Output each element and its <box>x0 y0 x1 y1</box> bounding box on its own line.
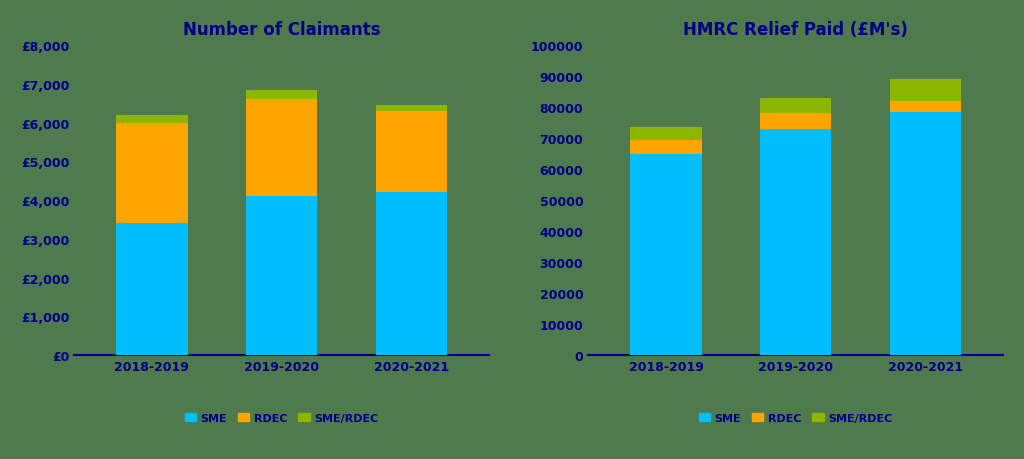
Bar <box>376 112 446 193</box>
Bar <box>246 100 317 197</box>
Title: Number of Claimants: Number of Claimants <box>183 21 380 39</box>
Bar <box>890 112 961 355</box>
Bar <box>376 193 446 355</box>
Bar <box>116 116 187 123</box>
Bar <box>246 90 317 100</box>
Legend: SME, RDEC, SME/RDEC: SME, RDEC, SME/RDEC <box>694 409 897 427</box>
Bar <box>760 99 831 114</box>
Bar <box>890 80 961 101</box>
Bar <box>631 128 701 140</box>
Bar <box>760 114 831 129</box>
Bar <box>631 140 701 154</box>
Title: HMRC Relief Paid (£M's): HMRC Relief Paid (£M's) <box>683 21 908 39</box>
Bar <box>246 197 317 355</box>
Bar <box>376 106 446 112</box>
Bar <box>631 154 701 355</box>
Bar <box>890 101 961 112</box>
Legend: SME, RDEC, SME/RDEC: SME, RDEC, SME/RDEC <box>180 409 383 427</box>
Bar <box>116 123 187 224</box>
Bar <box>760 129 831 355</box>
Bar <box>116 224 187 355</box>
